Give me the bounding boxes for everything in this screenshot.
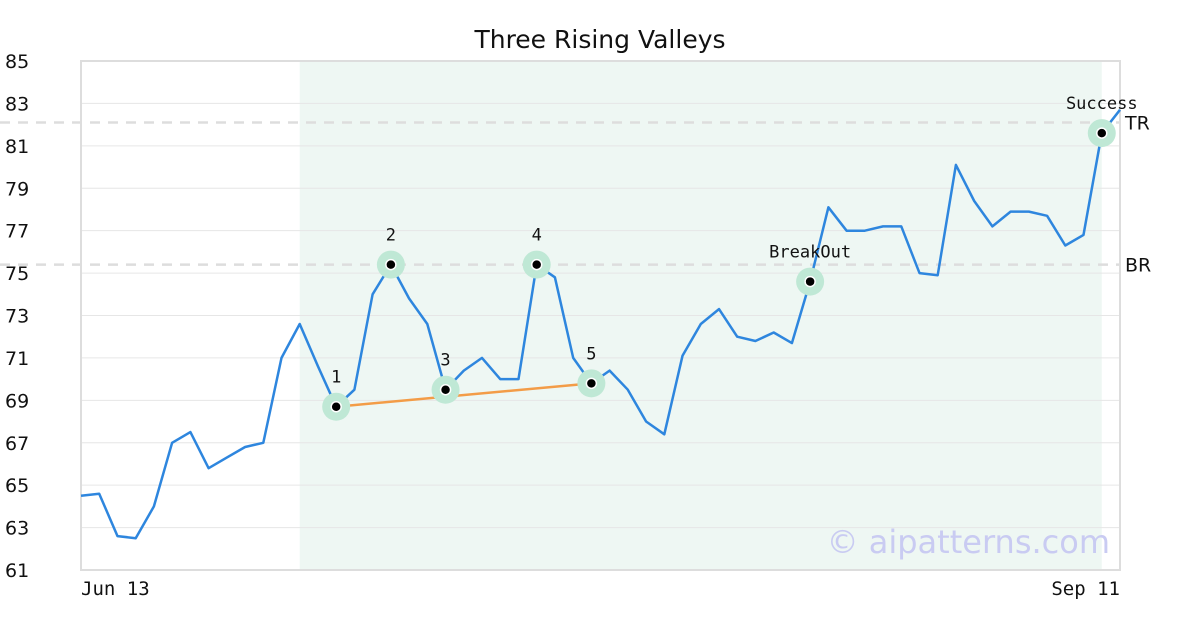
valley-trendline xyxy=(336,382,592,408)
y-tick-label: 79 xyxy=(5,178,29,200)
marker-point xyxy=(439,383,452,396)
marker-label: 5 xyxy=(586,344,596,364)
chart-title: Three Rising Valleys xyxy=(473,25,725,54)
x-tick-label: Sep 11 xyxy=(1051,578,1120,600)
y-tick-label: 85 xyxy=(5,51,29,73)
level-label: BR xyxy=(1125,255,1151,277)
y-tick-label: 63 xyxy=(5,518,29,540)
y-tick-label: 61 xyxy=(5,560,29,582)
marker-label: Success xyxy=(1066,94,1138,114)
y-tick-label: 69 xyxy=(5,390,29,412)
y-tick-label: 83 xyxy=(5,93,29,115)
y-tick-label: 65 xyxy=(5,475,29,497)
marker-point xyxy=(385,258,397,271)
watermark: © aipatterns.com xyxy=(827,523,1110,561)
marker-label: 1 xyxy=(331,368,341,388)
level-lines: TR BR xyxy=(0,113,1151,277)
y-tick-label: 77 xyxy=(5,221,29,243)
y-tick-label: 75 xyxy=(5,263,29,285)
trendline-segment xyxy=(336,382,592,408)
marker-point xyxy=(1096,127,1108,139)
x-tick-label: Jun 13 xyxy=(81,578,150,600)
y-tick-label: 67 xyxy=(5,433,29,455)
marker-point xyxy=(585,377,598,390)
level-label: TR xyxy=(1124,113,1150,135)
marker-label: 4 xyxy=(532,226,542,246)
y-axis: 61 63 65 67 69 71 73 75 77 79 81 83 85 xyxy=(5,51,29,582)
marker-label: 2 xyxy=(386,226,396,246)
x-axis: Jun 13 Sep 11 xyxy=(81,578,1120,600)
y-tick-label: 81 xyxy=(5,136,29,158)
y-tick-label: 73 xyxy=(5,306,29,328)
plot-border xyxy=(80,60,1121,571)
marker-point xyxy=(804,275,816,288)
pattern-markers: 1 2 3 4 5 BreakOut Success xyxy=(322,94,1138,421)
marker-point xyxy=(330,400,342,413)
marker-label: BreakOut xyxy=(769,243,851,263)
marker-point xyxy=(530,258,543,271)
marker-label: 3 xyxy=(440,351,450,371)
grid xyxy=(81,60,1120,571)
y-tick-label: 71 xyxy=(5,348,29,370)
